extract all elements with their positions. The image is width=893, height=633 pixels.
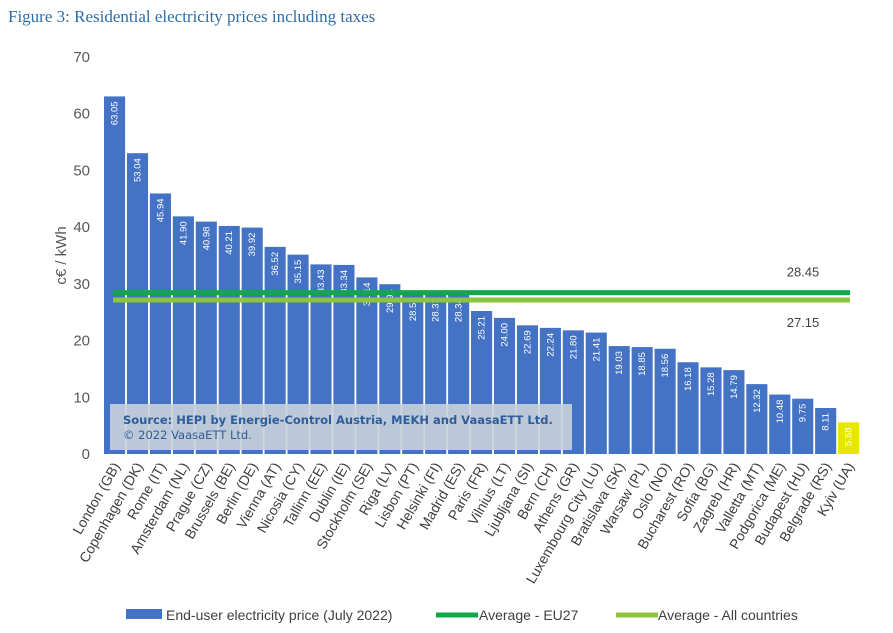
data-label-vilnius-lt: 24.00	[500, 323, 511, 347]
bar-kyiv-ua	[838, 422, 860, 454]
data-label-lisbon-pt: 28.50	[408, 297, 419, 321]
data-label-paris-fr: 25.21	[477, 316, 488, 340]
data-label-bern-ch: 22.24	[545, 333, 556, 357]
data-label-dublin-ie: 33.34	[339, 270, 350, 294]
data-label-budapest-hu: 9.75	[798, 404, 809, 423]
legend-label-all-countries: Average - All countries	[658, 607, 798, 623]
data-label-amsterdam-nl: 41.90	[178, 221, 189, 245]
y-axis-ticks: 0 10 20 30 40 50 60 70	[73, 49, 90, 463]
bar-sofia-bg	[700, 367, 722, 454]
bar-copenhagen-dk	[126, 153, 149, 454]
data-label-helsinki-fi: 28.37	[431, 298, 442, 322]
source-note-line1: Source: HEPI by Energie-Control Austria,…	[123, 413, 553, 427]
legend-label-eu27: Average - EU27	[479, 607, 579, 623]
y-tick-label: 40	[73, 219, 90, 236]
y-tick-label: 50	[73, 162, 90, 179]
bar-bucharest-ro	[677, 362, 699, 454]
legend-label-price: End-user electricity price (July 2022)	[166, 607, 392, 623]
average-all-countries-label: 27.15	[787, 315, 820, 330]
data-label-brussels-be: 40.21	[224, 231, 235, 255]
bar-podgorica-me	[769, 394, 791, 454]
bar-luxembourg-city-lu	[585, 332, 607, 454]
bar-bratislava-sk	[608, 346, 630, 454]
figure-title: Figure 3: Residential electricity prices…	[8, 7, 376, 26]
bar-warsaw-pl	[631, 347, 653, 454]
legend-swatch-price	[126, 609, 162, 619]
data-label-belgrade-rs: 8.11	[821, 413, 832, 431]
source-note-box: Source: HEPI by Energie-Control Austria,…	[110, 404, 572, 450]
data-label-bucharest-ro: 16.18	[683, 367, 694, 391]
bar-brussels-be	[218, 225, 240, 454]
bar-rome-it	[149, 193, 171, 454]
data-label-podgorica-me: 10.48	[775, 400, 786, 424]
average-lines: 28.45 27.15	[113, 265, 850, 330]
data-label-prague-cz: 40.98	[201, 227, 212, 251]
bar-london-gb	[104, 96, 126, 455]
data-label-copenhagen-dk: 53.04	[132, 158, 143, 182]
bar-berlin-de	[241, 227, 263, 454]
data-label-warsaw-pl: 18.85	[637, 352, 648, 376]
bar-prague-cz	[195, 221, 217, 454]
y-tick-label: 20	[73, 333, 90, 350]
x-axis-category-labels: London (GB)Copenhagen (DK)Rome (IT)Amste…	[69, 459, 857, 586]
data-label-tallinn-ee: 33.43	[316, 269, 327, 293]
data-label-kyiv-ua: 5.58	[844, 427, 855, 446]
data-label-madrid-es: 28.34	[454, 298, 465, 322]
data-label-vienna-at: 36.52	[270, 252, 281, 276]
bar-valletta-mt	[746, 384, 768, 454]
bar-zagreb-hr	[723, 370, 745, 454]
data-label-oslo-no: 18.56	[660, 354, 671, 378]
data-label-athens-gr: 21.80	[568, 335, 579, 359]
y-axis-title-group: c€ / kWh	[53, 226, 70, 284]
bar-amsterdam-nl	[172, 216, 194, 454]
source-note-line2: © 2022 VaasaETT Ltd.	[123, 428, 252, 442]
data-label-zagreb-hr: 14.79	[729, 375, 740, 399]
y-tick-label: 30	[73, 276, 90, 293]
y-tick-label: 60	[73, 106, 90, 123]
bar-belgrade-rs	[815, 408, 837, 454]
data-label-rome-it: 45.94	[155, 198, 166, 222]
data-label-valletta-mt: 12.32	[752, 389, 763, 413]
data-label-bratislava-sk: 19.03	[614, 351, 625, 375]
y-axis-title: c€ / kWh	[53, 226, 70, 284]
bar-budapest-hu	[792, 398, 814, 454]
data-label-berlin-de: 39.92	[247, 233, 258, 257]
data-label-luxembourg-city-lu: 21.41	[591, 338, 602, 362]
data-label-ljubljana-si: 22.69	[522, 330, 533, 354]
legend: End-user electricity price (July 2022) Av…	[126, 607, 798, 623]
source-note-background	[110, 404, 572, 450]
bar-oslo-no	[654, 348, 676, 454]
y-tick-label: 70	[73, 49, 90, 66]
data-label-sofia-bg: 15.28	[706, 372, 717, 396]
bars: 63.05 53.04 45.94 41.90 40.98 40.21 39.92 36.52…	[104, 96, 860, 455]
y-tick-label: 10	[73, 389, 90, 406]
data-label-nicosia-cy: 35.15	[293, 260, 304, 284]
data-label-london-gb: 63.05	[110, 101, 121, 125]
y-tick-label: 0	[82, 446, 90, 463]
average-eu27-label: 28.45	[787, 265, 820, 280]
